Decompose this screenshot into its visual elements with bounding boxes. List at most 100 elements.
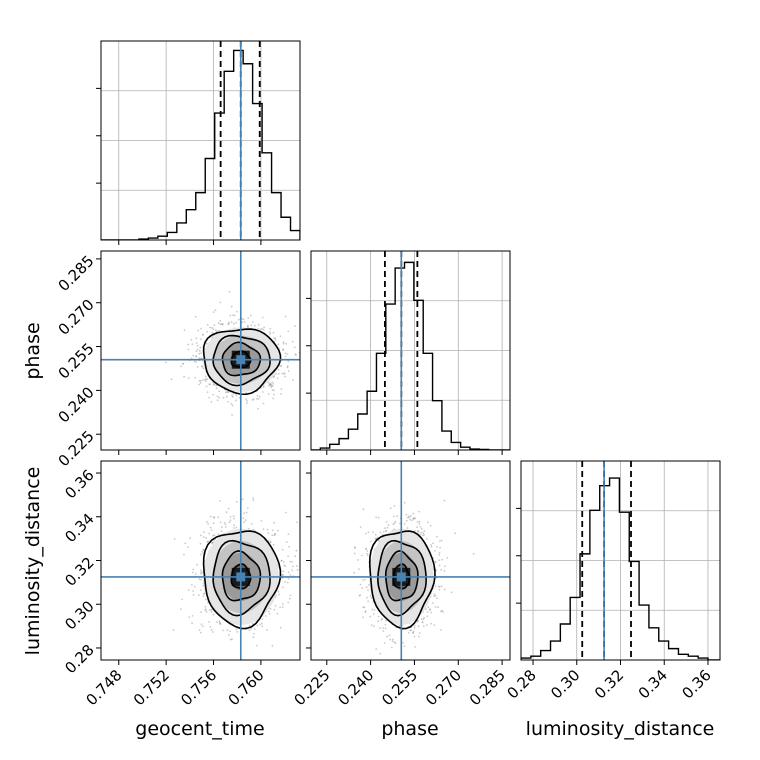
sample-point <box>440 568 443 571</box>
sample-point <box>199 542 202 545</box>
sample-point <box>231 396 234 398</box>
sample-point <box>181 362 184 365</box>
sample-point <box>373 609 376 611</box>
sample-point <box>212 534 214 537</box>
sample-point <box>282 349 284 352</box>
sample-point <box>417 619 420 622</box>
sample-point <box>248 624 251 627</box>
sample-point <box>429 524 432 527</box>
sample-point <box>250 523 253 525</box>
sample-point <box>396 515 399 518</box>
sample-point <box>287 555 289 558</box>
sample-point <box>417 625 420 628</box>
sample-point <box>205 378 207 381</box>
sample-point <box>199 589 202 592</box>
sample-point <box>182 362 185 365</box>
sample-point <box>381 617 384 620</box>
sample-point <box>282 342 285 345</box>
sample-point <box>291 340 294 343</box>
sample-point <box>200 572 203 575</box>
sample-point <box>437 585 440 588</box>
sample-point <box>224 523 227 526</box>
sample-point <box>472 553 475 555</box>
sample-point <box>232 314 235 317</box>
sample-point <box>267 393 270 395</box>
sample-point <box>246 324 249 327</box>
sample-point <box>274 532 277 535</box>
sample-point <box>283 561 285 563</box>
sample-point <box>273 534 276 537</box>
sample-point <box>430 544 432 546</box>
sample-point <box>412 517 415 520</box>
sample-point <box>370 540 372 543</box>
sample-point <box>409 629 412 632</box>
sample-point <box>440 539 443 542</box>
sample-point <box>423 534 425 536</box>
sample-point <box>393 505 396 507</box>
sample-point <box>254 324 256 327</box>
sample-point <box>296 569 299 571</box>
sample-point <box>245 398 248 400</box>
sample-point <box>418 510 420 513</box>
sample-point <box>251 399 254 401</box>
sample-point <box>200 571 202 574</box>
sample-point <box>233 517 236 520</box>
sample-point <box>190 338 193 341</box>
sample-point <box>218 390 221 393</box>
sample-point <box>274 339 277 341</box>
sample-point <box>367 589 369 591</box>
sample-point <box>211 542 214 544</box>
sample-point <box>441 558 443 561</box>
sample-point <box>384 527 386 529</box>
sample-point <box>281 372 284 375</box>
sample-point <box>261 328 264 330</box>
sample-point <box>251 622 254 625</box>
sample-point <box>294 555 297 558</box>
sample-point <box>420 527 423 530</box>
sample-point <box>199 553 202 556</box>
sample-point <box>231 394 233 397</box>
sample-point <box>210 628 213 631</box>
sample-point <box>427 606 430 609</box>
sample-point <box>257 328 259 330</box>
sample-point <box>243 512 246 514</box>
sample-point <box>367 531 370 534</box>
sample-point <box>200 352 203 355</box>
panel-geocent_time-marginal <box>96 40 301 245</box>
sample-point <box>202 367 205 370</box>
sample-point <box>369 615 371 618</box>
sample-point <box>262 386 265 389</box>
sample-point <box>279 606 281 609</box>
sample-point <box>198 578 201 581</box>
sample-point <box>220 323 223 325</box>
sample-point <box>198 594 200 596</box>
sample-point <box>282 570 285 573</box>
sample-point <box>231 414 234 416</box>
sample-point <box>198 629 201 632</box>
sample-point <box>418 523 421 525</box>
truth-marker <box>396 572 406 582</box>
sample-point <box>206 330 209 333</box>
sample-point <box>280 365 283 367</box>
sample-point <box>392 638 394 641</box>
sample-point <box>208 532 211 535</box>
sample-point <box>362 606 365 608</box>
sample-point <box>250 627 253 630</box>
sample-point <box>217 322 220 324</box>
sample-point <box>402 641 404 644</box>
sample-point <box>212 516 215 519</box>
sample-point <box>274 337 277 340</box>
sample-point <box>201 365 204 368</box>
sample-point <box>414 646 417 648</box>
sample-point <box>287 571 290 574</box>
sample-point <box>233 524 236 527</box>
sample-point <box>199 346 202 349</box>
sample-point <box>205 610 208 613</box>
sample-point <box>280 559 283 562</box>
sample-point <box>262 402 265 405</box>
sample-point <box>191 571 194 574</box>
sample-point <box>361 554 363 557</box>
sample-point <box>187 343 190 346</box>
sample-point <box>269 541 272 543</box>
sample-point <box>385 521 388 523</box>
